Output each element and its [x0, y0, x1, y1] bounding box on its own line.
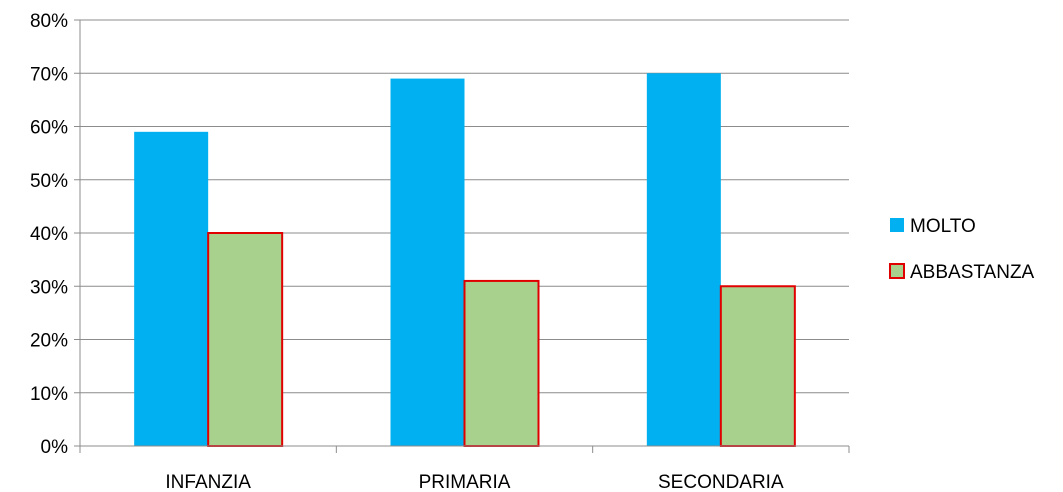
- bar-abbastanza-primaria: [463, 279, 540, 447]
- y-tick-label: 40%: [30, 224, 68, 245]
- y-tick-label: 70%: [30, 64, 68, 85]
- bar-molto-secondaria: [646, 73, 721, 446]
- bar-abbastanza-secondaria: [719, 285, 796, 447]
- y-tick-label: 0%: [41, 437, 69, 458]
- legend-label-molto: MOLTO: [910, 216, 976, 237]
- legend-swatch-abbastanza: [889, 263, 905, 279]
- y-tick-label: 20%: [30, 331, 68, 352]
- legend-label-abbastanza: ABBASTANZA: [910, 262, 1035, 283]
- y-tick-label: 60%: [30, 118, 68, 139]
- bar-molto-infanzia: [134, 131, 209, 446]
- y-tick-label: 10%: [30, 384, 68, 405]
- x-tick-label: PRIMARIA: [419, 472, 511, 492]
- bars: [134, 73, 796, 447]
- x-tick-label: INFANZIA: [165, 472, 251, 492]
- y-tick-label: 50%: [30, 171, 68, 192]
- bar-abbastanza-infanzia: [207, 232, 284, 447]
- legend-swatch-molto: [890, 218, 904, 232]
- bar-molto-primaria: [390, 78, 465, 446]
- y-axis: 0% 10% 20% 30% 40% 50% 60% 70% 80%: [30, 11, 81, 458]
- y-tick-label: 80%: [30, 11, 68, 32]
- x-tick-label: SECONDARIA: [658, 472, 784, 492]
- x-axis: INFANZIA PRIMARIA SECONDARIA: [79, 445, 850, 492]
- legend: MOLTO ABBASTANZA: [889, 216, 1035, 283]
- y-tick-label: 30%: [30, 277, 68, 298]
